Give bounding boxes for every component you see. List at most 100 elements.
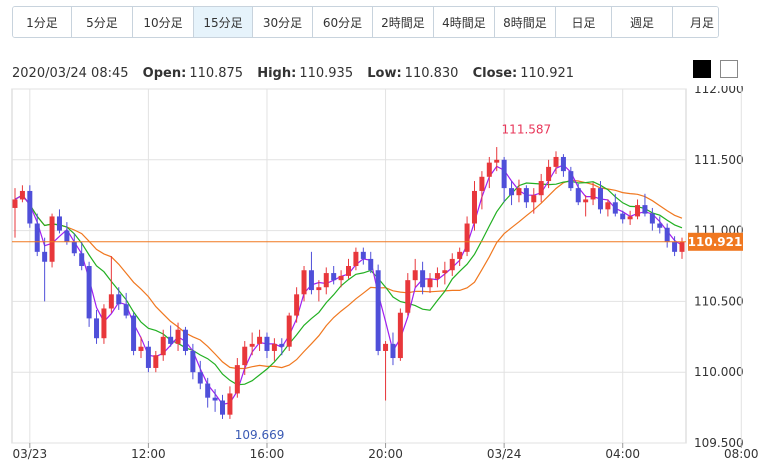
candle-body — [56, 216, 62, 231]
candle-body — [664, 227, 670, 242]
candle-body — [531, 195, 537, 203]
candle-body — [301, 270, 307, 295]
candle-body — [590, 188, 596, 200]
candle-body — [138, 346, 144, 351]
high-value: 110.935 — [299, 66, 354, 81]
candle-body — [560, 156, 566, 172]
candle-body — [42, 251, 48, 262]
candle-body — [575, 188, 581, 203]
tab-1[interactable]: 1分足 — [13, 7, 72, 37]
tab-8[interactable]: 4時間足 — [434, 7, 495, 37]
candle-body — [182, 329, 188, 351]
candle-body — [123, 304, 129, 316]
candle-body — [427, 278, 433, 288]
candle-body — [494, 159, 500, 163]
candle-body — [227, 393, 233, 415]
candle-body — [271, 343, 277, 351]
candle-body — [116, 294, 122, 305]
candle-body — [649, 213, 655, 224]
x-tick-label: 03/24 — [487, 447, 522, 461]
candle-body — [34, 223, 40, 252]
x-tick-label: 20:00 — [368, 447, 403, 461]
candle-body — [264, 336, 270, 351]
candle-body — [627, 216, 633, 220]
low-annotation: 109.669 — [235, 428, 285, 442]
candle-body — [168, 336, 174, 344]
tab-10[interactable]: 日足 — [556, 7, 612, 37]
candle-body — [79, 253, 85, 266]
candle-body — [509, 188, 515, 196]
current-price-tag — [688, 232, 743, 251]
candle-body — [516, 188, 522, 196]
candle-body — [175, 329, 181, 344]
candle-body — [257, 336, 263, 344]
ohlc-datetime: 2020/03/24 08:45 — [12, 66, 129, 81]
candle-body — [108, 294, 114, 309]
candle-body — [679, 241, 685, 252]
candle-body — [331, 273, 337, 281]
candle-body — [242, 346, 248, 366]
candle-body — [294, 294, 300, 316]
candle-body — [479, 176, 485, 191]
candle-body — [583, 199, 589, 203]
candle-body — [12, 199, 18, 208]
tab-9[interactable]: 8時間足 — [495, 7, 556, 37]
candle-body — [338, 275, 344, 281]
candle-body — [597, 188, 603, 210]
y-tick-label: 110.500 — [694, 294, 744, 308]
candle-body — [220, 400, 226, 415]
candle-body — [420, 270, 426, 288]
candle-body — [286, 315, 292, 347]
y-tick-label: 112.000 — [694, 86, 744, 96]
candle-body — [486, 162, 492, 177]
candle-body — [249, 343, 255, 347]
tab-2[interactable]: 5分足 — [72, 7, 133, 37]
dark-theme-toggle[interactable] — [693, 60, 711, 78]
candle-body — [64, 230, 70, 242]
close-value: 110.921 — [520, 66, 575, 81]
y-tick-label: 111.500 — [694, 153, 744, 167]
candle-body — [234, 365, 240, 394]
timeframe-tabs: 1分足 5分足 10分足 15分足 30分足 60分足 2時間足 4時間足 8時間足 日足 週足 月足 — [12, 6, 719, 38]
x-tick-label: 16:00 — [250, 447, 285, 461]
light-theme-toggle[interactable] — [720, 60, 738, 78]
candle-body — [323, 273, 329, 288]
tab-12[interactable]: 月足 — [673, 7, 718, 37]
tab-5[interactable]: 30分足 — [253, 7, 313, 37]
candle-body — [205, 383, 211, 398]
tab-3[interactable]: 10分足 — [133, 7, 194, 37]
candle-body — [449, 258, 455, 271]
candle-body — [27, 190, 33, 224]
candle-body — [190, 350, 196, 373]
candle-body — [86, 266, 92, 319]
candle-body — [71, 241, 77, 254]
candle-body — [145, 346, 151, 368]
candle-body — [397, 312, 403, 359]
candle-body — [523, 188, 529, 203]
tab-6[interactable]: 60分足 — [313, 7, 373, 37]
candle-body — [605, 202, 611, 210]
candlestick-chart[interactable]: 112.000111.500111.000110.500110.000109.5… — [0, 86, 759, 467]
candle-body — [308, 270, 314, 291]
x-tick-label: 03/23 — [13, 447, 48, 461]
candle-body — [131, 315, 137, 351]
candle-body — [568, 171, 574, 189]
tab-4[interactable]: 15分足 — [194, 7, 253, 37]
candle-body — [279, 343, 285, 347]
high-annotation: 111.587 — [502, 122, 552, 136]
candle-body — [672, 241, 678, 252]
close-label: Close: — [472, 66, 518, 81]
tab-11[interactable]: 週足 — [612, 7, 673, 37]
candle-body — [390, 343, 396, 359]
x-tick-label: 08:00 — [724, 447, 759, 461]
candle-body — [360, 251, 366, 259]
candle-body — [546, 166, 552, 182]
candle-body — [538, 181, 544, 196]
candle-body — [612, 202, 618, 214]
candle-body — [368, 258, 374, 271]
candle-body — [405, 280, 411, 313]
candle-body — [375, 270, 381, 351]
ohlc-readout: 2020/03/24 08:45 Open: 110.875 High: 110.9… — [12, 66, 574, 81]
tab-7[interactable]: 2時間足 — [373, 7, 434, 37]
candle-body — [153, 355, 159, 368]
